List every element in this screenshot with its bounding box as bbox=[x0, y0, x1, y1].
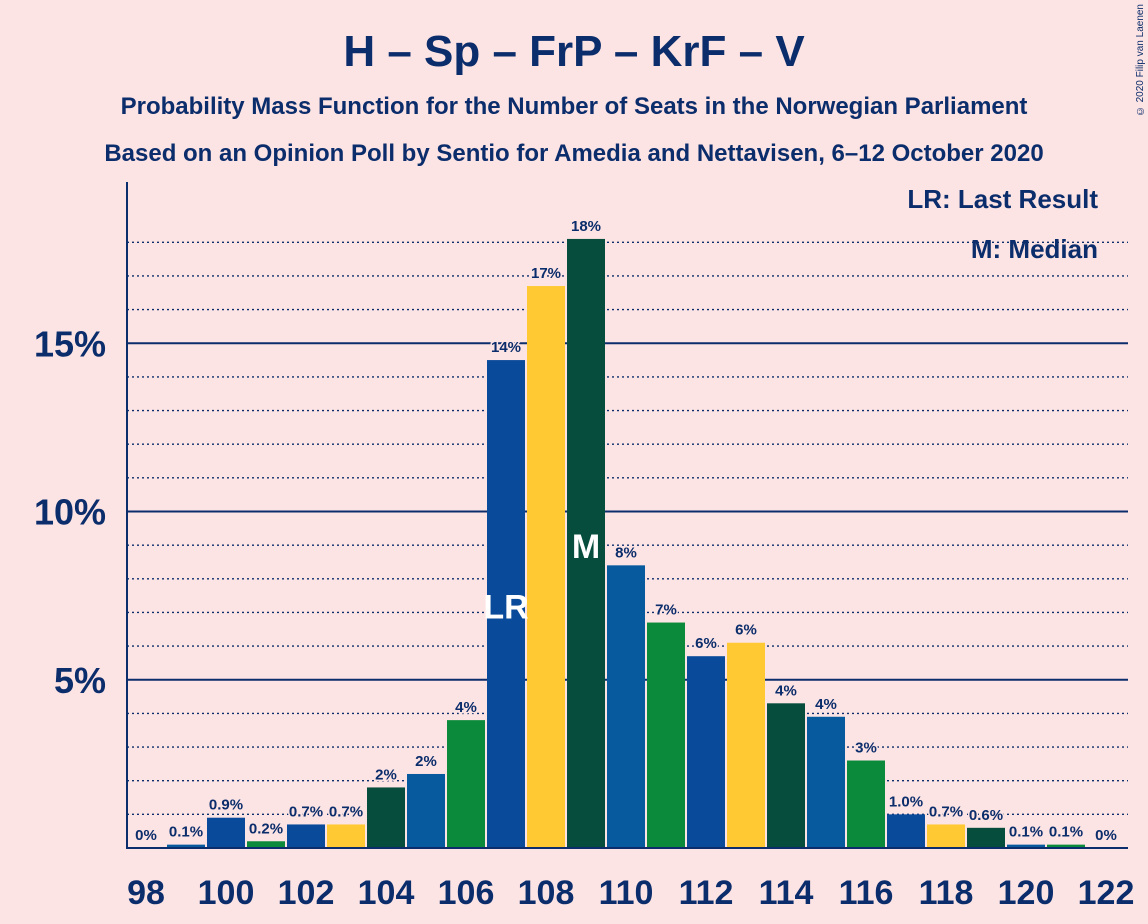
bar-label-106: 4% bbox=[455, 699, 477, 716]
bar-seats-107 bbox=[487, 360, 525, 848]
bar-seats-119 bbox=[967, 827, 1005, 848]
chart-subtitle-1: Probability Mass Function for the Number… bbox=[121, 93, 1028, 120]
y-tick-label: 10% bbox=[34, 492, 106, 533]
x-tick-label: 100 bbox=[198, 874, 255, 912]
bar-seats-100 bbox=[207, 817, 245, 848]
marker-m: M bbox=[572, 528, 600, 566]
bar-seats-99 bbox=[167, 844, 205, 848]
x-tick-label: 102 bbox=[278, 874, 335, 912]
bar-label-107: 14% bbox=[491, 339, 521, 356]
bar-seats-106 bbox=[447, 720, 485, 848]
bar-seats-112 bbox=[687, 656, 725, 848]
bar-seats-101 bbox=[247, 841, 285, 848]
legend-last-result: LR: Last Result bbox=[907, 184, 1098, 214]
y-tick-label: 5% bbox=[54, 660, 106, 701]
bar-seats-110 bbox=[607, 565, 645, 848]
bar-label-104: 2% bbox=[375, 766, 397, 783]
bar-label-102: 0.7% bbox=[289, 803, 323, 820]
bar-label-118: 0.7% bbox=[929, 803, 963, 820]
bar-label-121: 0.1% bbox=[1049, 824, 1083, 841]
bar-label-114: 4% bbox=[775, 682, 797, 699]
y-tick-labels: 5% 10% 15% bbox=[34, 323, 106, 701]
bar-seats-111 bbox=[647, 622, 685, 848]
chart-title: H – Sp – FrP – KrF – V bbox=[343, 27, 805, 76]
bar-label-112: 6% bbox=[695, 635, 717, 652]
bar-seats-114 bbox=[767, 703, 805, 848]
bar-labels: 0% 0.1% 0.9% 0.2% 0.7% 0.7% 2% 2% 4% 14% 17% 18% 8% 7… bbox=[134, 216, 1119, 845]
bar-label-110: 8% bbox=[615, 544, 637, 561]
bar-label-119: 0.6% bbox=[969, 807, 1003, 824]
bar-label-109: 18% bbox=[571, 218, 601, 235]
x-tick-label: 120 bbox=[998, 874, 1055, 912]
bar-label-103: 0.7% bbox=[329, 803, 363, 820]
bar-label-120: 0.1% bbox=[1009, 824, 1043, 841]
bar-label-98: 0% bbox=[135, 827, 157, 844]
x-tick-label: 110 bbox=[599, 874, 654, 912]
x-tick-label: 104 bbox=[358, 874, 415, 912]
bar-seats-121 bbox=[1047, 844, 1085, 848]
marker-lr: LR bbox=[483, 589, 528, 627]
bar-seats-109 bbox=[567, 238, 605, 848]
x-tick-label: 98 bbox=[127, 874, 165, 912]
bars bbox=[167, 238, 1085, 848]
bar-label-105: 2% bbox=[415, 753, 437, 770]
bar-seats-102 bbox=[287, 824, 325, 848]
x-tick-label: 118 bbox=[919, 874, 974, 912]
x-tick-label: 116 bbox=[839, 874, 894, 912]
bar-markers: LR M bbox=[483, 528, 600, 627]
chart-subtitle-2: Based on an Opinion Poll by Sentio for A… bbox=[104, 140, 1043, 167]
bar-seats-120 bbox=[1007, 844, 1045, 848]
bar-label-101: 0.2% bbox=[249, 820, 283, 837]
bar-label-111: 7% bbox=[655, 602, 677, 619]
y-tick-label: 15% bbox=[34, 323, 106, 364]
bar-seats-105 bbox=[407, 773, 445, 848]
bar-label-100: 0.9% bbox=[209, 797, 243, 814]
bar-seats-108 bbox=[527, 286, 565, 848]
bar-label-117: 1.0% bbox=[889, 793, 923, 810]
x-tick-label: 122 bbox=[1078, 874, 1135, 912]
bar-label-99: 0.1% bbox=[169, 824, 203, 841]
x-tick-label: 106 bbox=[438, 874, 495, 912]
bar-seats-117 bbox=[887, 814, 925, 848]
bar-seats-118 bbox=[927, 824, 965, 848]
bar-label-122: 0% bbox=[1095, 827, 1117, 844]
x-tick-labels: 98 100 102 104 106 108 110 112 114 116 118 120 122 bbox=[127, 874, 1134, 912]
bar-seats-116 bbox=[847, 760, 885, 848]
bar-seats-115 bbox=[807, 716, 845, 848]
x-tick-label: 114 bbox=[759, 874, 814, 912]
bar-label-116: 3% bbox=[855, 740, 877, 757]
bar-label-108: 17% bbox=[531, 265, 561, 282]
legend-median: M: Median bbox=[971, 234, 1098, 264]
bar-label-115: 4% bbox=[815, 696, 837, 713]
x-tick-label: 108 bbox=[518, 874, 575, 912]
bar-seats-104 bbox=[367, 787, 405, 848]
bar-label-113: 6% bbox=[735, 622, 757, 639]
x-tick-label: 112 bbox=[679, 874, 734, 912]
bar-seats-113 bbox=[727, 642, 765, 848]
bar-seats-103 bbox=[327, 824, 365, 848]
